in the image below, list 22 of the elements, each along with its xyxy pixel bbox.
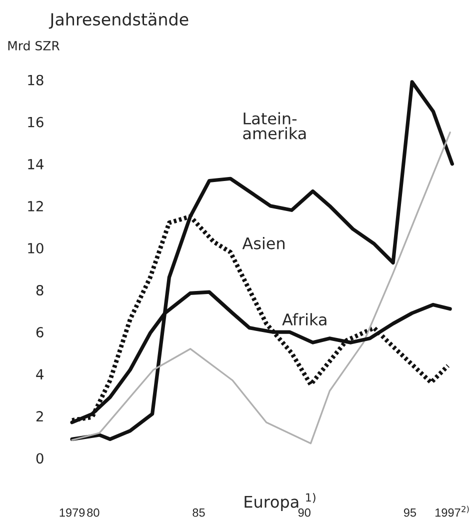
x-tick-label: 1997$^{2)}$ (436, 506, 469, 517)
y-tick-label: 18 (28, 74, 44, 86)
y-tick-label: 16 (28, 116, 44, 128)
y-tick-label: 14 (28, 159, 44, 170)
line-series (70, 80, 454, 442)
x-tick-label: 95 (404, 508, 416, 517)
y-tick-label: 8 (36, 284, 44, 296)
y-tick-label: 0 (36, 453, 44, 464)
y-tick-label: 4 (36, 369, 44, 380)
y-tick-label: 10 (28, 242, 44, 254)
y-tick-label: 2 (36, 411, 43, 422)
x-tick-label: 1979 (60, 508, 85, 517)
annotation: Asien (242, 236, 284, 250)
x-tick-label: 90 (298, 508, 310, 517)
x-tick-label: 80 (87, 508, 100, 517)
y-axis-title: Mrd SZR (8, 40, 60, 50)
y-tick-label: 12 (28, 200, 43, 212)
annotation: Latein- amerika (243, 112, 306, 140)
y-tick-label: 6 (36, 327, 44, 338)
x-tick-label: 85 (192, 508, 205, 517)
chart-title: Jahresendstände (48, 12, 188, 29)
annotation: Afrika (282, 313, 326, 326)
